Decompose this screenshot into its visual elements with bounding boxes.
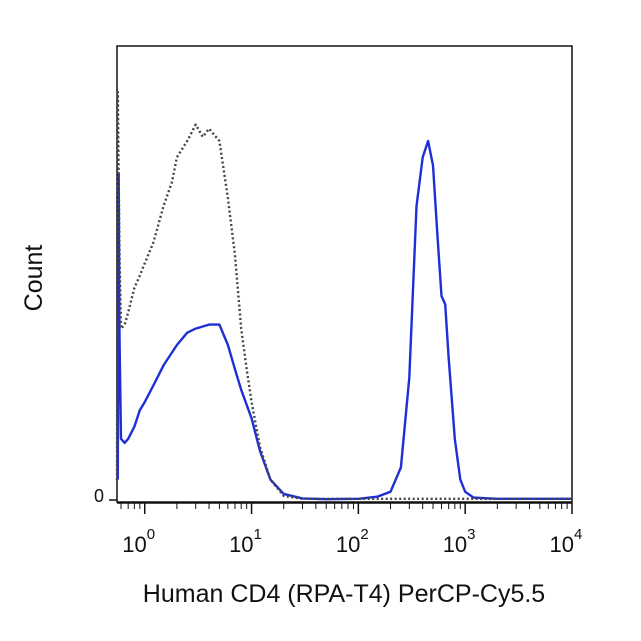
plot-frame	[116, 45, 573, 503]
x-tick-exponent-3: 3	[467, 526, 475, 543]
plot-area	[115, 90, 572, 501]
x-tick-exponent-4: 4	[574, 526, 582, 543]
x-tick-label-3: 10	[443, 532, 467, 557]
x-tick-label-2: 10	[336, 532, 360, 557]
y-tick-label-0: 0	[94, 486, 104, 506]
x-tick-label-0: 10	[122, 532, 146, 557]
x-axis: 10 0 10 1 10 2 10 3 10 4	[117, 502, 582, 557]
y-axis: 0	[94, 486, 117, 506]
series-line-2	[115, 90, 572, 500]
x-tick-exponent-1: 1	[254, 526, 262, 543]
y-axis-label: Count	[20, 245, 48, 312]
x-axis-label: Human CD4 (RPA-T4) PerCP-Cy5.5	[143, 580, 545, 608]
x-tick-label-1: 10	[229, 532, 253, 557]
series-line-1	[116, 139, 572, 501]
x-tick-label-4: 10	[550, 532, 574, 557]
x-tick-exponent-0: 0	[147, 526, 155, 543]
x-tick-exponent-2: 2	[360, 526, 368, 543]
